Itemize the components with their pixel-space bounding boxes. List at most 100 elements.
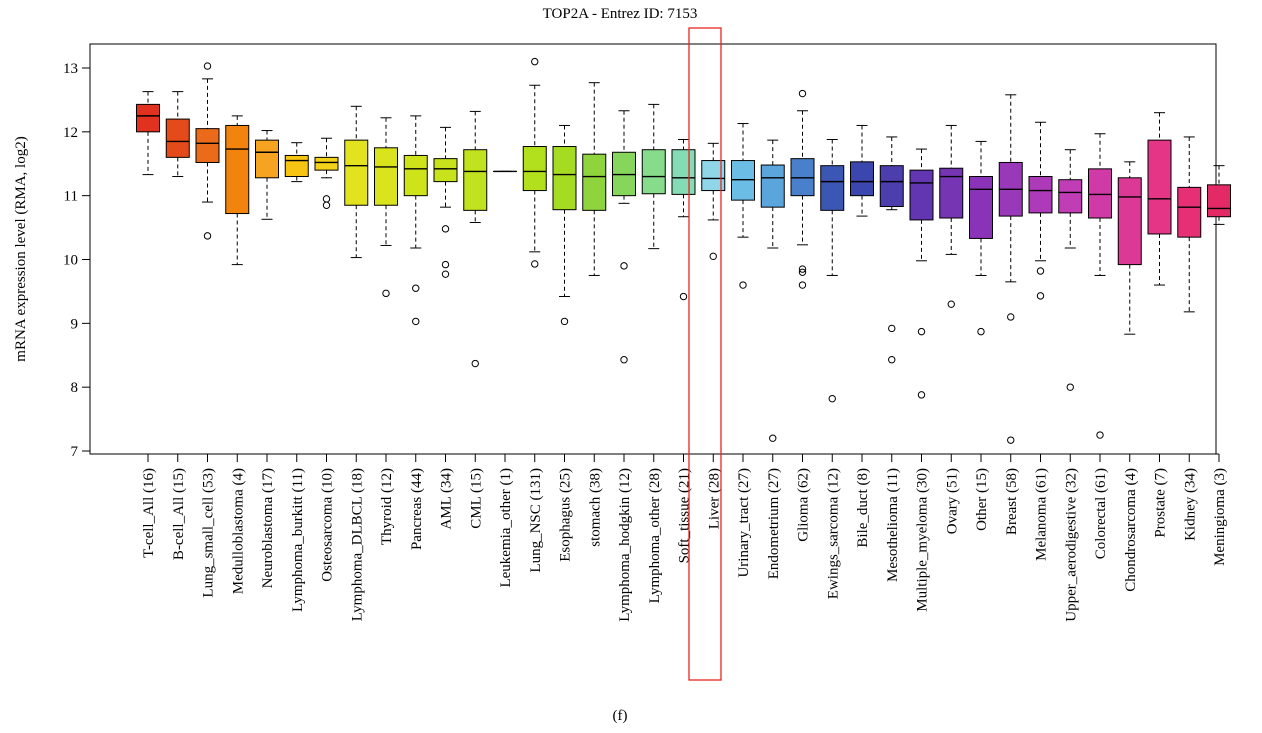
x-category-label: Mesothelioma (11) [885,468,901,582]
box [374,147,398,206]
outlier-point [1007,313,1015,321]
x-category-label: Melanoma (61) [1034,468,1050,561]
box [433,158,458,183]
box [969,176,993,239]
chart-title: TOP2A - Entrez ID: 7153 [543,6,698,22]
box-group [195,62,220,240]
box-group [1088,133,1112,439]
x-axis: T-cell_All (16) B-cell_All (15) Lung_small… [141,453,1228,622]
x-category-label: Chondrosarcoma (4) [1123,468,1139,592]
outlier-point [769,434,777,442]
outlier-point [947,300,955,308]
y-axis: 7 8 9 10 11 12 13 [63,61,90,460]
x-category-label: Lymphoma_DLBCL (18) [349,468,365,621]
outlier-point [1036,267,1045,275]
box-group [1207,165,1231,225]
outlier-point [917,327,926,336]
box-group [522,57,547,268]
highlight-box [688,27,722,681]
x-category-label: Multiple_myeloma (30) [915,468,931,612]
box [314,156,339,171]
box [1058,179,1083,214]
box [284,154,309,178]
outlier-point [620,356,628,364]
box-group [671,138,696,301]
box [879,165,904,208]
box-group [998,94,1023,444]
box-group [552,124,577,326]
outlier-point [798,89,807,98]
box-group [612,110,636,364]
outlier-point [531,260,539,268]
box [165,118,190,158]
box [225,124,250,215]
box [522,146,547,192]
box-group [374,117,398,298]
box [552,146,577,211]
y-tick-label: 8 [71,380,79,396]
x-category-label: Kidney (34) [1182,468,1198,541]
outlier-point [441,270,450,278]
outlier-point [620,262,628,270]
outlier-point [828,394,836,403]
outlier-point [1096,431,1104,439]
x-category-label: Prostate (7) [1153,468,1169,538]
outlier-point [1007,436,1015,444]
x-category-label: Lymphoma_other (28) [647,468,663,603]
outlier-point [888,324,896,333]
outlier-point [412,284,420,292]
box [701,160,726,192]
x-category-label: B-cell_All (15) [171,468,187,560]
x-category-label: Lymphoma_burkitt (11) [290,468,306,612]
x-category-label: Lymphoma_hodgkin (12) [617,468,633,622]
box-group [284,142,309,183]
box-group [165,91,190,178]
box [909,169,934,221]
boxes-layer [136,57,1231,444]
box-group [939,124,964,308]
x-category-label: Thyroid (12) [379,468,395,545]
panel-label: (f) [613,708,628,724]
box [344,139,369,206]
box-group [225,115,250,266]
box-group [969,140,993,336]
outlier-point [739,281,747,289]
box [671,149,696,195]
x-category-label: Osteosarcoma (10) [320,468,336,582]
x-category-label: T-cell_All (16) [141,468,157,558]
outlier-point [560,317,569,326]
box [1088,168,1112,219]
box [463,149,488,211]
box-group [433,126,458,278]
box-group [879,136,904,364]
outlier-point [917,391,926,399]
x-category-label: Leukemia_other (1) [498,468,514,588]
x-category-label: Upper_aerodigestive (32) [1063,468,1079,622]
outlier-point [322,195,331,203]
box-group [255,130,279,220]
box [1117,177,1142,266]
box-group [136,91,160,176]
x-category-label: Soft_tissue (21) [677,468,693,563]
x-category-label: Neuroblastoma (17) [260,468,276,588]
outlier-point [203,232,212,240]
x-category-label: Glioma (62) [796,468,812,542]
outlier-point [203,62,212,70]
outlier-point [1066,383,1074,391]
x-category-label: Endometrium (27) [766,468,782,579]
y-tick-label: 9 [71,316,79,332]
outlier-point [888,356,896,364]
x-category-label: Ewings_sarcoma (12) [825,468,841,599]
box-group [850,124,874,217]
y-tick-label: 13 [63,61,78,77]
outlier-point [798,281,807,289]
box [403,154,428,197]
box-group [1147,112,1172,286]
outlier-point [441,225,450,233]
x-category-label: Urinary_tract (27) [736,468,752,578]
y-tick-label: 10 [63,253,78,269]
x-category-label: Colorectal (61) [1093,468,1109,559]
x-category-label: Medulloblastoma (4) [230,468,246,594]
x-category-label: Other (15) [974,468,990,531]
